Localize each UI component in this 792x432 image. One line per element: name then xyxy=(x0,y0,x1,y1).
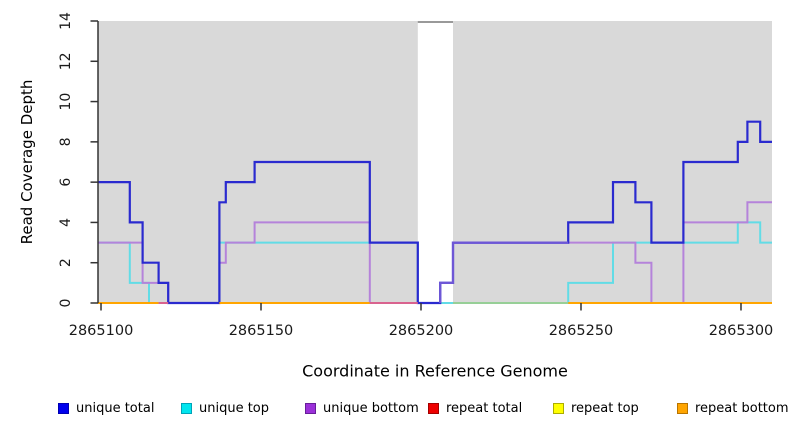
legend: unique total unique top unique bottom repea… xyxy=(0,400,792,416)
x-tick-label: 2865250 xyxy=(549,323,614,339)
y-tick-label: 12 xyxy=(58,52,74,70)
legend-label: repeat top xyxy=(571,400,639,416)
y-tick-label: 0 xyxy=(58,299,74,308)
legend-label: repeat bottom xyxy=(695,400,789,416)
legend-swatch-icon xyxy=(305,402,316,414)
legend-item-unique-bottom: unique bottom xyxy=(305,400,419,416)
gap-band xyxy=(417,23,453,303)
series-blend-overlay xyxy=(439,241,569,303)
y-tick-label: 6 xyxy=(58,178,74,187)
x-axis-title: Coordinate in Reference Genome xyxy=(302,361,568,381)
legend-item-unique-top: unique top xyxy=(181,400,269,416)
legend-swatch-icon xyxy=(58,402,69,414)
legend-swatch-icon xyxy=(181,402,192,414)
y-tick-label: 14 xyxy=(58,12,74,30)
legend-item-repeat-top: repeat top xyxy=(553,400,639,416)
legend-swatch-icon xyxy=(677,402,688,414)
legend-item-repeat-bottom: repeat bottom xyxy=(677,400,789,416)
gap-cap xyxy=(417,21,453,23)
y-axis-title: Read Coverage Depth xyxy=(18,79,36,245)
legend-swatch-icon xyxy=(428,402,439,414)
legend-swatch-icon xyxy=(553,402,564,414)
y-tick-label: 4 xyxy=(58,218,74,227)
x-tick-label: 2865150 xyxy=(229,323,294,339)
x-tick-label: 2865200 xyxy=(389,323,454,339)
legend-item-repeat-total: repeat total xyxy=(428,400,522,416)
legend-label: unique top xyxy=(199,400,270,416)
x-tick-label: 2865100 xyxy=(69,323,134,339)
legend-item-unique-total: unique total xyxy=(58,400,154,416)
legend-label: unique bottom xyxy=(323,400,419,416)
y-tick-label: 10 xyxy=(58,93,74,111)
legend-label: repeat total xyxy=(446,400,523,416)
y-tick-label: 2 xyxy=(58,258,74,267)
x-tick-label: 2865300 xyxy=(709,323,774,339)
legend-label: unique total xyxy=(76,400,155,416)
y-tick-label: 8 xyxy=(58,137,74,146)
